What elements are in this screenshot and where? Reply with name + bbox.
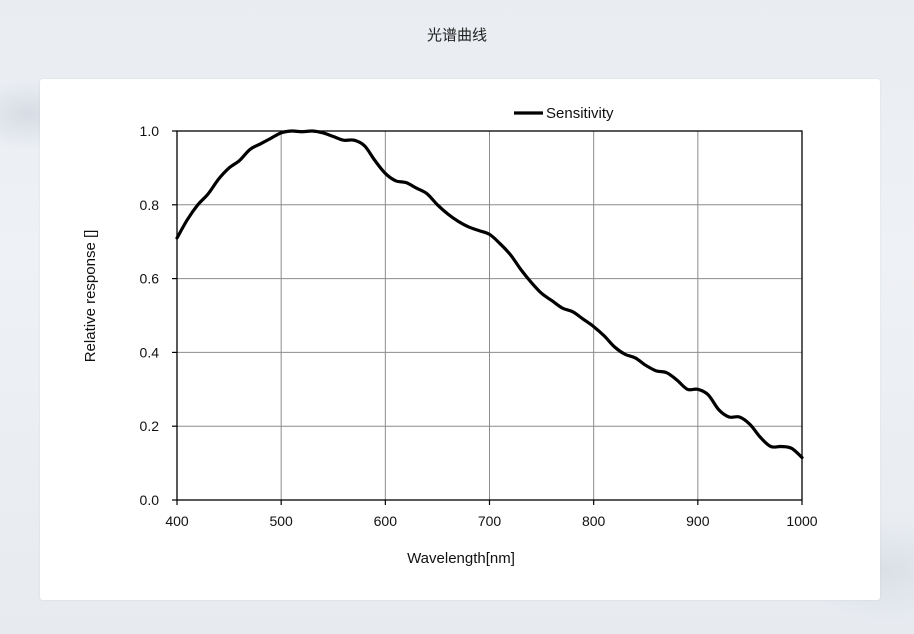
- chart-card: 400 500 600 700 800 900 1000 0.0 0.2 0.4 0.6 0.8 1.…: [40, 79, 880, 600]
- y-tick-label: 0.6: [140, 271, 160, 287]
- y-tick-label: 1.0: [140, 123, 160, 139]
- series-line-sensitivity: [175, 129, 804, 460]
- legend-label-sensitivity: Sensitivity: [546, 105, 614, 122]
- page-title: 光谱曲线: [426, 26, 487, 44]
- y-tick-label: 0.8: [140, 197, 160, 213]
- y-tick-label: 0.4: [140, 344, 160, 360]
- x-tick-label: 600: [374, 513, 398, 529]
- x-axis-label: Wavelength[nm]: [407, 550, 515, 567]
- x-tick-label: 800: [582, 513, 606, 529]
- x-tick-label: 700: [478, 513, 502, 529]
- x-tick-label: 900: [686, 513, 710, 529]
- grid-lines: [177, 131, 802, 500]
- y-tick-label: 0.2: [140, 418, 160, 434]
- y-tick-label: 0.0: [140, 492, 160, 508]
- spectral-response-chart: 400 500 600 700 800 900 1000 0.0 0.2 0.4 0.6 0.8 1.…: [82, 105, 818, 567]
- legend: Sensitivity: [514, 105, 614, 122]
- x-tick-label: 400: [165, 513, 189, 529]
- x-axis-ticks: 400 500 600 700 800 900 1000: [165, 500, 818, 529]
- x-tick-label: 1000: [786, 513, 817, 529]
- y-axis-ticks: 0.0 0.2 0.4 0.6 0.8 1.0: [140, 123, 177, 508]
- x-tick-label: 500: [269, 513, 293, 529]
- y-axis-label: Relative response []: [82, 230, 99, 363]
